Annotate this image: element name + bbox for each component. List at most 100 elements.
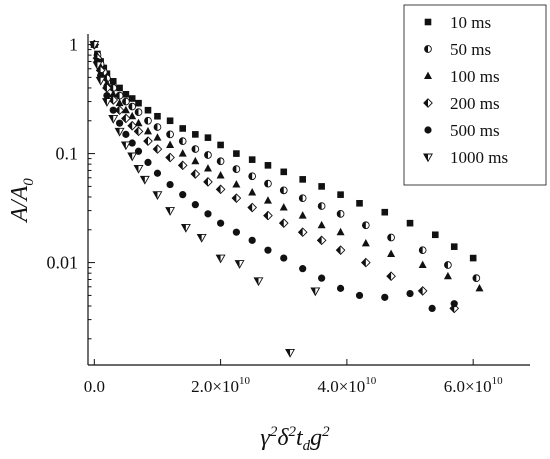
data-point [469,254,477,262]
series-1000-ms [89,41,321,358]
data-point [317,202,326,210]
data-point [248,156,256,163]
legend-label: 200 ms [450,94,500,113]
data-point [216,157,225,166]
data-point [108,115,119,124]
data-point [95,76,106,86]
x-axis-label: γ2δ2tdg2 [260,424,330,454]
data-point [285,348,296,358]
data-point [217,219,225,227]
data-point [248,172,257,181]
data-point [133,126,144,137]
data-point [443,271,452,280]
y-axis-label-text: A/A0 [7,178,37,224]
data-point [191,201,199,209]
data-point [216,171,225,179]
data-point [133,165,144,174]
data-point [152,191,163,200]
data-point [204,151,212,159]
data-point [215,184,226,195]
data-point [143,126,152,135]
data-point [335,245,346,256]
data-point [232,228,240,236]
data-point [179,125,187,132]
data-point [154,112,161,120]
data-point [153,169,162,177]
legend-marker [424,71,432,79]
data-point [152,144,163,154]
legend-marker [424,45,432,53]
data-point [177,160,188,171]
data-point [135,99,142,107]
legend: 10 ms 50 ms 100 ms 200 ms 500 ms 1000 ms [403,4,547,186]
data-point [355,291,364,300]
x-tick-label: 0.0 [84,377,105,396]
data-point [472,274,481,283]
data-point [431,231,439,239]
legend-label: 50 ms [450,40,491,59]
data-point [264,179,272,188]
data-point [128,139,136,147]
data-point [179,191,187,199]
x-axis-label-text: γ2δ2tdg2 [260,424,330,454]
data-point [116,84,123,92]
data-point [381,208,389,216]
data-point [280,254,288,262]
data-point [121,113,131,124]
data-point [127,152,138,162]
data-point [127,120,138,131]
data-point [264,246,272,254]
data-point [361,239,370,247]
data-point [180,224,191,233]
data-point [231,193,242,203]
data-point [122,90,130,98]
y-tick-label: 1 [69,35,78,55]
data-point [121,105,130,114]
x-axis-ticks: 0.0 2.0×1010 4.0×1010 6.0×1010 [84,359,503,396]
legend-marker [423,153,433,163]
data-point [428,304,436,313]
legend-marker [424,126,432,134]
data-point [336,284,345,292]
data-point [406,289,414,298]
data-point [114,105,125,116]
data-point [336,227,345,236]
data-point [144,116,152,125]
data-point [153,123,162,131]
data-point [278,218,289,229]
data-point [114,127,125,137]
data-point [450,300,458,308]
data-point [418,246,427,255]
data-point [109,78,117,85]
data-point [128,95,136,102]
data-point [101,98,112,107]
legend-label: 100 ms [450,67,500,86]
data-point [232,165,241,173]
data-point [247,202,258,213]
data-point [92,61,103,71]
data-point [299,176,306,183]
data-point [279,203,288,211]
data-point [115,98,124,107]
data-point [178,149,187,157]
data-point [248,188,257,196]
data-point [192,131,199,138]
data-point [203,164,212,172]
data-point [316,235,327,246]
data-point [310,287,321,297]
data-point [122,97,130,106]
data-point [263,196,272,204]
data-point [299,265,307,273]
data-point [134,118,143,127]
data-point [298,211,307,219]
data-point [166,117,174,125]
data-point [253,277,264,287]
data-point [191,156,200,165]
data-point [196,234,207,243]
data-point [317,220,326,229]
legend-marker [424,18,432,26]
x-tick-label: 4.0×1010 [317,375,376,396]
data-point [178,137,187,146]
plot-area [87,34,530,366]
data-point [215,254,226,264]
